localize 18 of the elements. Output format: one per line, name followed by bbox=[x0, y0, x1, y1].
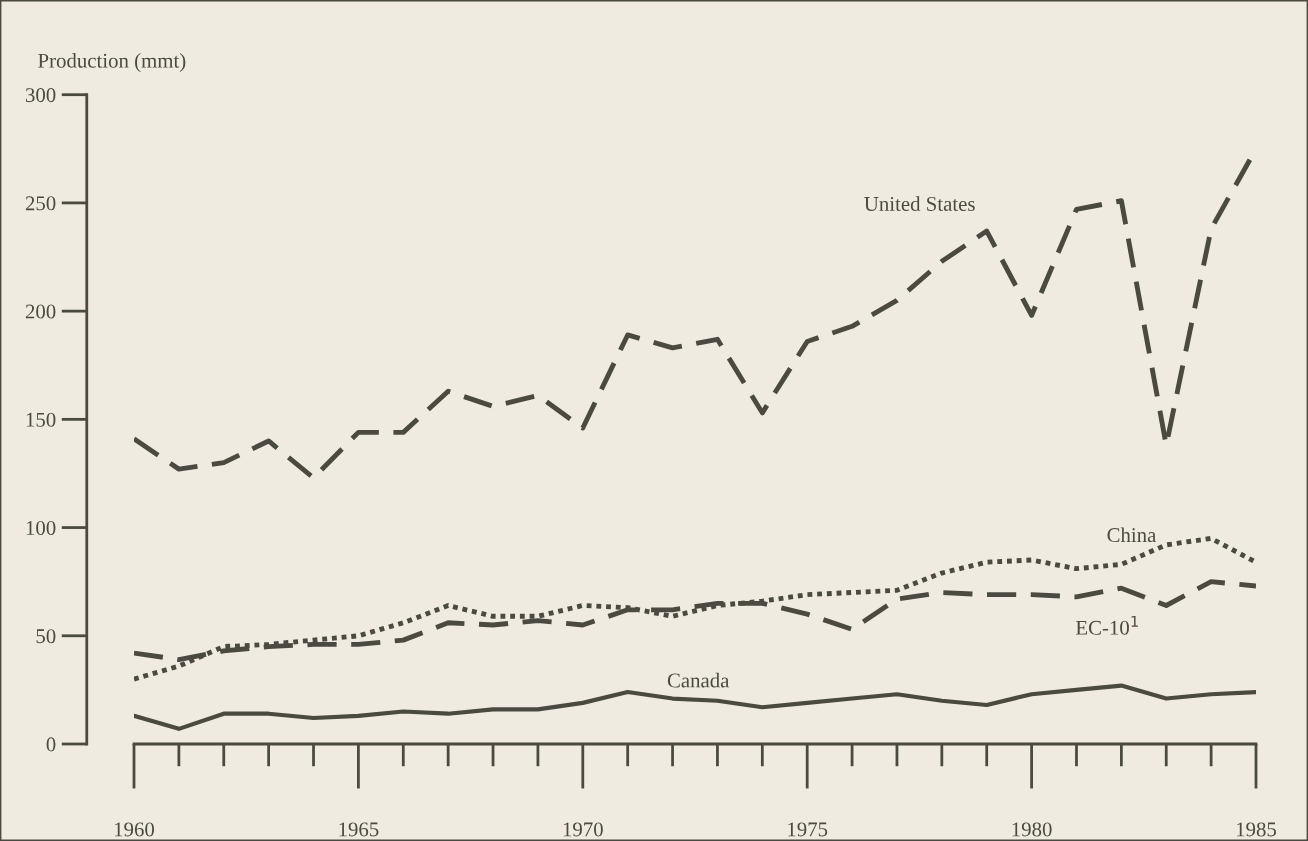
x-tick-label: 1985 bbox=[1237, 822, 1277, 837]
x-tick-label: 1980 bbox=[1012, 822, 1052, 837]
y-tick-label: 0 bbox=[46, 737, 56, 752]
x-tick-label: 1975 bbox=[788, 822, 828, 837]
series-label: China bbox=[1107, 527, 1157, 543]
y-tick-label: 150 bbox=[26, 412, 56, 427]
series-label: Canada bbox=[667, 672, 730, 688]
y-tick-label: 50 bbox=[36, 629, 56, 644]
x-tick-label: 1960 bbox=[115, 822, 155, 837]
x-tick-label: 1965 bbox=[339, 822, 379, 837]
y-tick-label: 200 bbox=[25, 304, 56, 319]
series-label: United States bbox=[864, 196, 975, 211]
y-tick-label: 100 bbox=[26, 520, 56, 535]
x-tick-label: 1970 bbox=[563, 822, 603, 837]
y-axis-title: Production (mmt) bbox=[38, 53, 186, 72]
y-tick-label: 300 bbox=[25, 88, 56, 103]
series-label: EC-10$^{1}$ bbox=[1075, 616, 1138, 635]
y-tick-label: 250 bbox=[25, 196, 56, 211]
